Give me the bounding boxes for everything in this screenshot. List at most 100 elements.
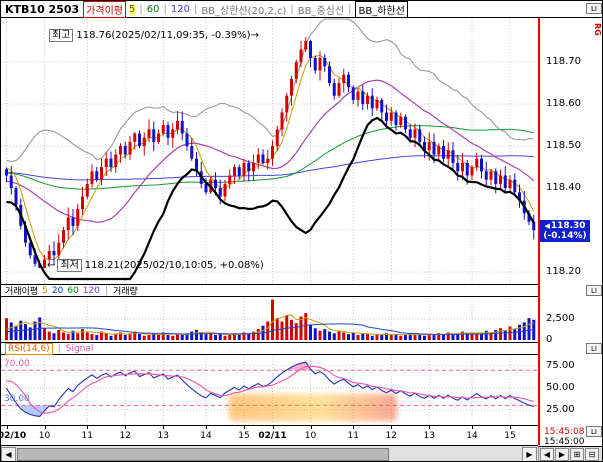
scrollbar-thumb[interactable] (17, 448, 389, 461)
legend-item[interactable]: 60 (146, 3, 160, 15)
current-price: 118.30 (550, 221, 586, 231)
time-tick-label: 12 (385, 431, 397, 441)
legend-item[interactable]: 20 (51, 285, 64, 296)
price-legend: 가격이평 5 | 60 | 120 | BB_상한선(20,2,c) | BB_중심선 | BB_하한… (83, 1, 408, 18)
rsi-legend[interactable]: RSI(14,6) (5, 342, 53, 355)
low-annotation: ← 최저 118.21(2025/02/10,10:05, +0.08%) (47, 256, 264, 272)
mini-prev-button[interactable]: ◀ (540, 448, 554, 461)
legend-separator: | (348, 3, 352, 15)
right-arrow-icon: → (250, 30, 259, 41)
time-tick-label: 12 (119, 431, 131, 441)
legend-separator: | (139, 3, 143, 15)
rsi-legend-bar: RSI(14,6) | Signal (1, 342, 538, 355)
legend-separator: | (290, 3, 294, 15)
legend-item[interactable]: BB_중심선 (297, 5, 345, 17)
current-price-badge: ◀118.30 (-0.14%) (540, 220, 590, 242)
tick-mark (125, 426, 127, 429)
time-tick-label: 13 (423, 431, 435, 441)
legend-item[interactable]: 120 (170, 3, 190, 15)
last-tick-time: 15:45:08 (544, 427, 585, 437)
high-annotation: 최고 118.76(2025/02/11,09:35, -0.39%)→ (47, 26, 259, 42)
rsi-lower-level-label: 30.00 (4, 394, 30, 404)
time-tick-label: 15 (238, 431, 250, 441)
tick-mark (87, 426, 89, 429)
legend-item[interactable]: 120 (82, 285, 100, 296)
rg-control[interactable]: RG (593, 22, 602, 36)
price-volume-rsi-chart (1, 18, 538, 424)
tick-mark (310, 426, 312, 429)
legend-item[interactable]: 5 (128, 3, 136, 15)
volume-legend-bar: 거래이평 5 20 60 120 | 거래량 (1, 284, 538, 297)
chart-header-bar: KTB10 2503 가격이평 5 | 60 | 120 | BB_상한선(20,2,c) | B… (1, 1, 602, 18)
legend-item[interactable]: 5 (42, 285, 48, 296)
tick-mark (391, 426, 393, 429)
time-tick-label: 13 (157, 431, 169, 441)
low-label: 최저 (57, 259, 82, 272)
rsi-axis-label: 25.00 (546, 403, 575, 415)
symbol-title: KTB10 2503 (5, 2, 80, 16)
price-axis-label: 118.70 (546, 56, 581, 68)
time-tick-label: 11 (81, 431, 93, 441)
scroll-right-button[interactable]: ▶ (522, 447, 537, 461)
scroll-left-button[interactable]: ◀ (1, 447, 16, 461)
current-change: (-0.14%) (543, 231, 587, 241)
tick-mark (272, 426, 274, 429)
axis-toggle-button-rsi[interactable]: LI (586, 343, 602, 354)
signal-legend[interactable]: Signal (65, 343, 94, 354)
tick-mark (244, 426, 245, 429)
high-text: 118.76(2025/02/11,09:35, -0.39%) (76, 30, 251, 41)
rsi-axis-label: 75.00 (546, 359, 575, 371)
rsi-upper-level-label: 70.00 (4, 359, 30, 369)
mini-zoom-button[interactable]: ⊟ (585, 448, 599, 461)
legend-item[interactable]: BB_하한선 (355, 1, 408, 18)
time-tick-label: 11 (347, 431, 359, 441)
price-axis-label: 118.60 (546, 98, 581, 110)
chart-plot-area[interactable] (1, 18, 538, 425)
tick-mark (163, 426, 165, 429)
legend-item[interactable]: 거래이평 (5, 287, 39, 297)
tick-mark (353, 426, 355, 429)
tick-mark (472, 426, 473, 429)
axis-toggle-button-time[interactable]: LI (586, 426, 602, 437)
right-axis-panel: 118.70 118.60 118.50 118.40 118.20 ◀118.30 (… (538, 1, 602, 461)
tick-mark (510, 426, 511, 429)
rsi-axis-label: 50.00 (546, 381, 575, 393)
volume-axis-label: 0 (546, 334, 553, 345)
time-tick-label: 14 (200, 431, 212, 441)
mini-next-button[interactable]: ▶ (555, 448, 569, 461)
mini-grid-button[interactable]: ⊞ (570, 448, 584, 461)
mini-toolbar: ◀ ▶ ⊞ ⊟ (538, 446, 602, 461)
price-axis-label: 118.40 (546, 182, 581, 194)
axis-divider-line (538, 18, 540, 445)
legend-item[interactable]: 60 (67, 285, 79, 296)
clock-time: 15:45:00 (544, 437, 585, 447)
time-tick-label: 14 (466, 431, 478, 441)
axis-toggle-button-top[interactable]: LI (586, 3, 602, 14)
legend-separator: | (163, 3, 167, 15)
tick-mark (429, 426, 431, 429)
legend-item[interactable]: 거래량 (113, 287, 138, 297)
legend-separator: | (104, 285, 108, 296)
time-tick-label: 02/11 (258, 431, 287, 441)
tick-mark (6, 426, 8, 429)
legend-item[interactable]: BB_상한선(20,2,c) (201, 5, 287, 17)
axis-toggle-button-volume[interactable]: LI (586, 285, 602, 296)
time-axis: 02/10 10 11 12 13 14 15 02/11 10 11 12 13 14 15 (1, 425, 538, 445)
left-arrow-icon: ◀ (544, 222, 550, 230)
horizontal-scrollbar: ◀ ▶ (1, 445, 538, 461)
time-tick-label: 02/10 (0, 431, 27, 441)
low-text: 118.21(2025/02/10,10:05, +0.08%) (84, 260, 264, 271)
legend-separator: | (193, 3, 198, 15)
high-label: 최고 (49, 29, 74, 42)
volume-axis-label: 2,500 (546, 313, 575, 324)
tick-mark (44, 426, 46, 429)
tick-mark (206, 426, 207, 429)
price-axis-label: 118.20 (546, 266, 581, 278)
time-tick-label: 15 (504, 431, 516, 441)
legend-item[interactable]: 가격이평 (83, 1, 126, 18)
price-axis-label: 118.50 (546, 140, 581, 152)
time-tick-label: 10 (38, 431, 51, 441)
time-tick-label: 10 (304, 431, 317, 441)
left-arrow-icon: ← (47, 260, 56, 271)
